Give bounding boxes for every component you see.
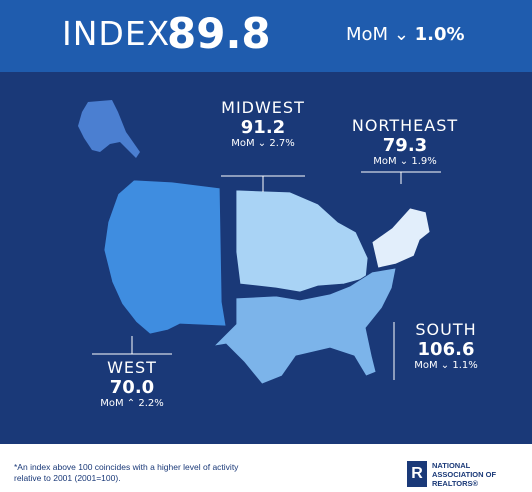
header-mom-value: 1.0% xyxy=(414,24,465,45)
chevron-down-icon: ⌄ xyxy=(257,138,267,149)
logo-text: NATIONAL ASSOCIATION OF REALTORS® xyxy=(432,461,532,488)
alaska-shape xyxy=(78,100,140,158)
south-mom: MoM ⌄ 1.1% xyxy=(404,360,488,371)
header-mom-label: MoM xyxy=(346,24,389,45)
northeast-value: 79.3 xyxy=(382,135,428,156)
midwest-mom-label: MoM xyxy=(231,138,255,149)
south-value: 106.6 xyxy=(417,339,475,360)
northeast-region-shape xyxy=(371,207,431,269)
chevron-up-icon: ⌃ xyxy=(126,398,136,409)
northeast-callout: NORTHEAST 79.3 MoM ⌄ 1.9% xyxy=(346,116,464,167)
south-mom-label: MoM xyxy=(414,360,438,371)
logo-line1: NATIONAL xyxy=(432,461,471,470)
chevron-down-icon: ⌄ xyxy=(399,156,409,167)
west-value: 70.0 xyxy=(109,377,155,398)
northeast-mom-value: 1.9% xyxy=(411,156,437,167)
midwest-value: 91.2 xyxy=(240,117,286,138)
west-callout: WEST 70.0 MoM ⌃ 2.2% xyxy=(86,358,178,409)
south-region-shape xyxy=(212,267,397,385)
northeast-mom-label: MoM xyxy=(373,156,397,167)
callout-lines xyxy=(92,171,441,380)
west-name: WEST xyxy=(107,358,157,377)
header-band: INDEX 89.8 MoM ⌄ 1.0% xyxy=(0,0,532,72)
west-mom: MoM ⌃ 2.2% xyxy=(86,398,178,409)
chevron-down-icon: ⌄ xyxy=(393,24,409,45)
midwest-name: MIDWEST xyxy=(221,98,305,117)
logo-line2: ASSOCIATION OF xyxy=(432,470,497,479)
index-value: 89.8 xyxy=(167,9,271,58)
footer xyxy=(0,444,532,492)
west-mom-label: MoM xyxy=(100,398,124,409)
header-mom: MoM ⌄ 1.0% xyxy=(346,24,465,45)
us-map xyxy=(78,100,441,385)
logo-line3: REALTORS® xyxy=(432,479,479,488)
logo-mark: R xyxy=(411,465,423,482)
south-name: SOUTH xyxy=(415,320,477,339)
midwest-region-shape xyxy=(235,189,369,293)
chevron-down-icon: ⌄ xyxy=(440,360,450,371)
midwest-mom: MoM ⌄ 2.7% xyxy=(214,138,312,149)
south-mom-value: 1.1% xyxy=(452,360,478,371)
south-callout: SOUTH 106.6 MoM ⌄ 1.1% xyxy=(404,320,488,371)
west-region-shape xyxy=(103,179,227,335)
midwest-callout: MIDWEST 91.2 MoM ⌄ 2.7% xyxy=(214,98,312,149)
northeast-mom: MoM ⌄ 1.9% xyxy=(346,156,464,167)
index-label: INDEX xyxy=(62,14,171,53)
footnote: *An index above 100 coincides with a hig… xyxy=(14,462,239,483)
west-mom-value: 2.2% xyxy=(138,398,164,409)
realtor-logo-icon: R xyxy=(407,461,427,487)
midwest-mom-value: 2.7% xyxy=(269,138,295,149)
northeast-name: NORTHEAST xyxy=(351,116,459,135)
